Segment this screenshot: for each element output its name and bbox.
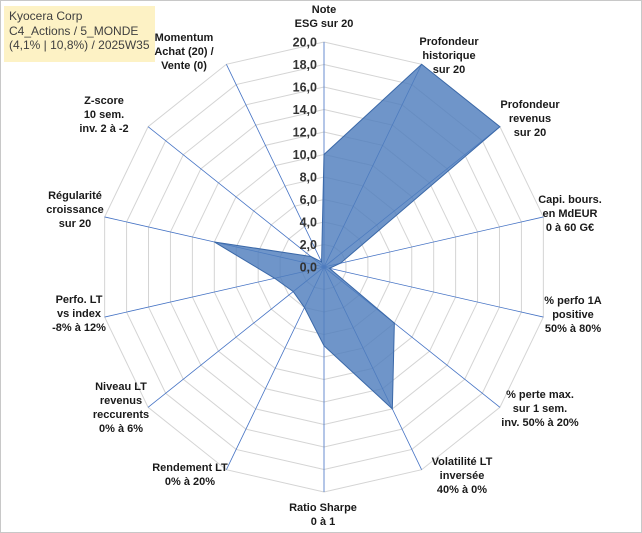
tick-label: 6,0: [300, 193, 317, 207]
axis-label: Perfo. LT vs index -8% à 12%: [52, 294, 106, 334]
axis-label: Capi. bours. en MdEUR 0 à 60 G€: [538, 194, 602, 234]
tick-label: 18,0: [293, 58, 317, 72]
radar-series: [214, 63, 501, 411]
tick-label: 8,0: [300, 171, 317, 185]
axis-label: % perte max. sur 1 sem. inv. 50% à 20%: [501, 389, 579, 429]
radar-spoke: [226, 64, 325, 268]
company-name: Kyocera Corp: [9, 9, 83, 23]
tick-label: 10,0: [293, 148, 317, 162]
axis-label: Ratio Sharpe 0 à 1: [289, 502, 357, 528]
axis-label: Z-score 10 sem. inv. 2 à -2: [79, 95, 128, 135]
axis-label: Momentum Achat (20) / Vente (0): [154, 32, 213, 72]
tick-label: 0,0: [300, 261, 317, 275]
radar-spoke: [323, 266, 544, 318]
series-area: [214, 63, 501, 411]
axis-label: Volatilité LT inversée 40% à 0%: [432, 456, 493, 496]
axis-label: Profondeur historique sur 20: [419, 36, 479, 76]
tick-label: 14,0: [293, 103, 317, 117]
tick-label: 20,0: [293, 36, 317, 50]
axis-label: Note ESG sur 20: [295, 4, 354, 30]
radar-axis-labels: Note ESG sur 20 Profondeur historique sur 20…: [46, 4, 602, 528]
performance-period: (4,1% | 10,8%) / 2025W35: [9, 38, 150, 52]
tick-label: 4,0: [300, 216, 317, 230]
tick-label: 12,0: [293, 126, 317, 140]
axis-label: Profondeur revenus sur 20: [500, 99, 560, 139]
axis-label: Rendement LT 0% à 20%: [152, 462, 228, 488]
radar-tick-labels: 0,0 2,0 4,0 6,0 8,0 10,0 12,0 14,0 16,0 18,0 20,0: [293, 36, 317, 275]
radar-spoke: [147, 126, 325, 268]
radar-spoke: [323, 216, 544, 268]
tick-label: 16,0: [293, 81, 317, 95]
axis-label: Niveau LT revenus reccurents 0% à 6%: [93, 381, 149, 435]
tick-label: 2,0: [300, 238, 317, 252]
portfolio-category: C4_Actions / 5_MONDE: [9, 23, 139, 38]
chart-title-box: Kyocera Corp C4_Actions / 5_MONDE (4,1% …: [4, 6, 155, 62]
axis-label: % perfo 1A positive 50% à 80%: [544, 295, 602, 335]
axis-label: Régularité croissance sur 20: [46, 190, 103, 230]
